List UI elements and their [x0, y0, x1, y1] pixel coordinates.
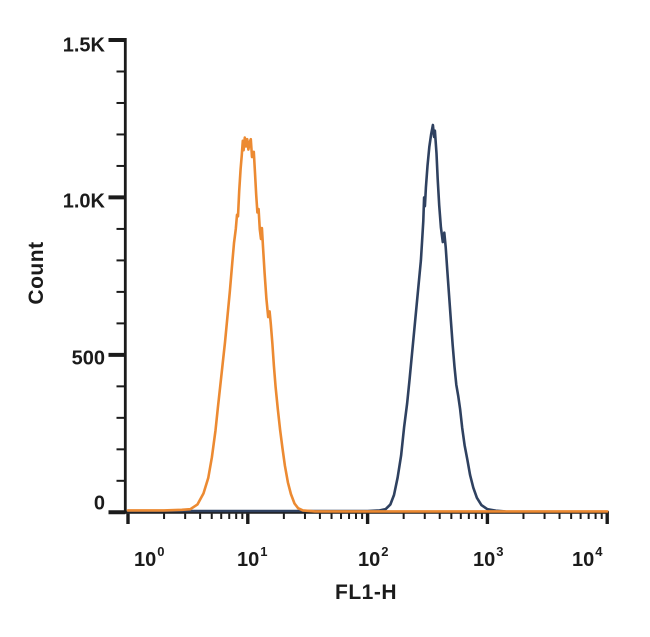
x-tick-exponent: 0	[157, 544, 165, 560]
x-axis-title: FL1-H	[335, 581, 397, 604]
x-tick-label-1e2: 102	[358, 545, 388, 572]
x-tick-base: 10	[134, 549, 157, 571]
x-tick-exponent: 1	[260, 544, 268, 560]
y-tick-label-1000: 1.0K	[62, 190, 105, 213]
x-tick-base: 10	[572, 549, 595, 571]
x-tick-label-1e3: 103	[473, 545, 503, 572]
x-tick-base: 10	[237, 549, 260, 571]
y-tick-label-0: 0	[93, 492, 105, 515]
x-tick-label-1e1: 101	[237, 545, 267, 572]
x-tick-base: 10	[473, 549, 496, 571]
x-tick-label-1e4: 104	[572, 545, 602, 572]
navy-population-curve	[126, 123, 507, 513]
x-tick-exponent: 4	[595, 544, 603, 560]
x-tick-base: 10	[358, 549, 381, 571]
y-axis-title: Count	[25, 241, 48, 305]
x-tick-label-1e0: 100	[134, 545, 164, 572]
y-tick-label-500: 500	[71, 347, 105, 370]
x-tick-exponent: 3	[496, 544, 504, 560]
y-tick-label-1500: 1.5K	[62, 34, 105, 57]
x-tick-exponent: 2	[381, 544, 389, 560]
orange-population-curve	[126, 136, 609, 513]
